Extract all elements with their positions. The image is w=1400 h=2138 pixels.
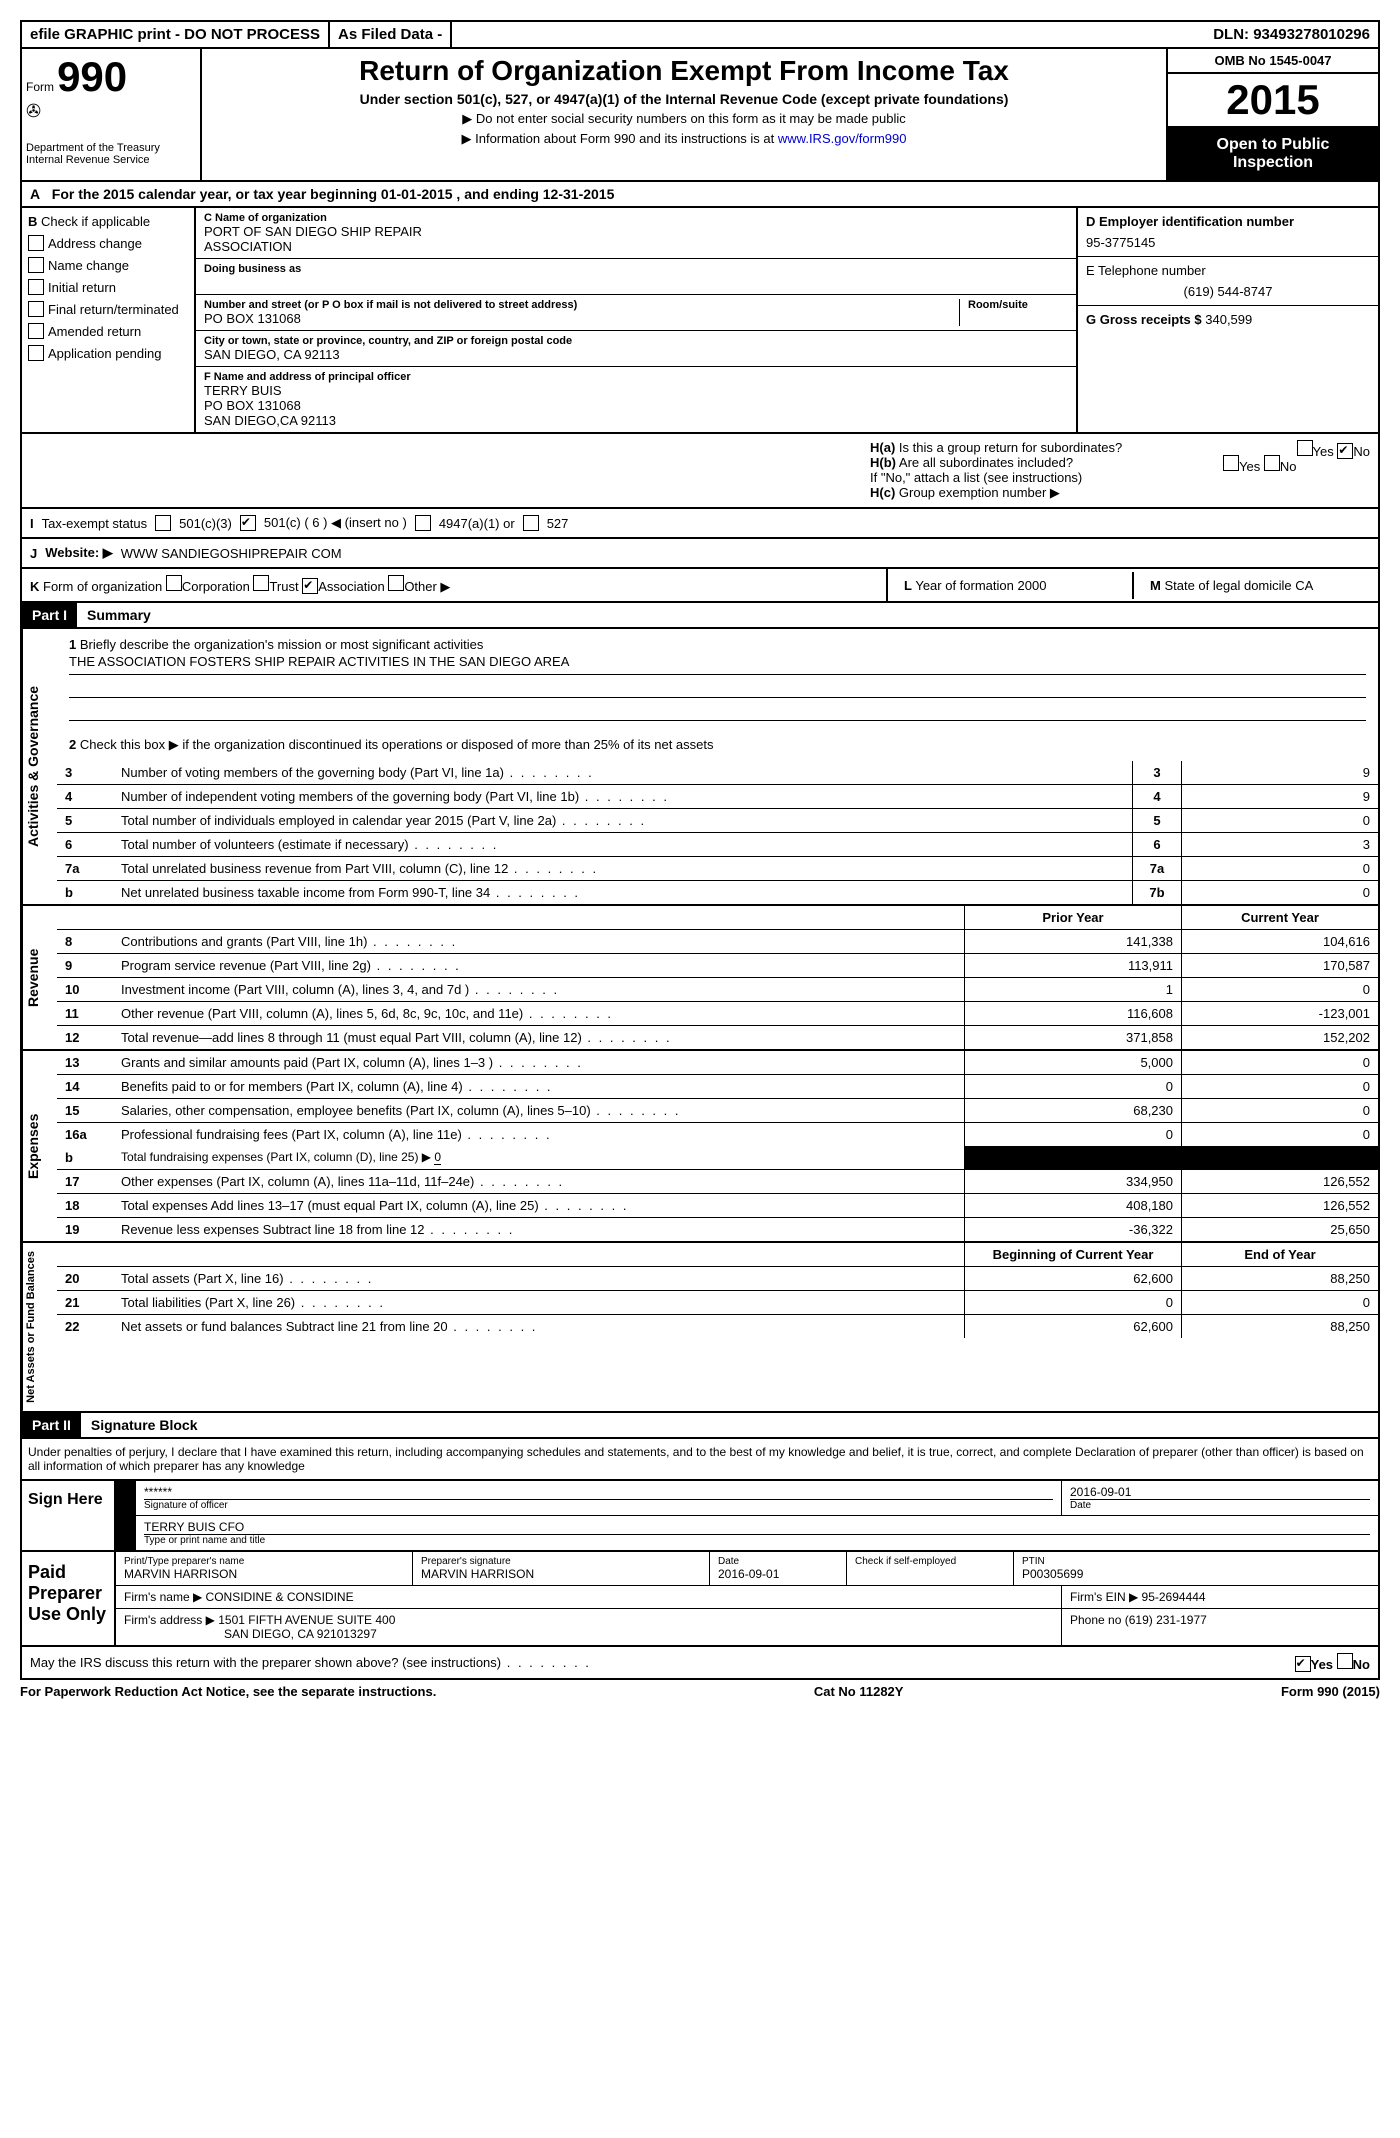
column-b-checkboxes: B Check if applicable Address change Nam…	[22, 208, 196, 432]
form-header: Form 990 ✇ Department of the Treasury In…	[20, 49, 1380, 182]
header-center: Return of Organization Exempt From Incom…	[202, 49, 1168, 180]
chk-trust[interactable]	[253, 575, 269, 591]
header-right: OMB No 1545-0047 2015 Open to Public Ins…	[1168, 49, 1378, 180]
efile-notice: efile GRAPHIC print - DO NOT PROCESS	[22, 22, 330, 47]
chk-501c3[interactable]	[155, 515, 171, 531]
summary-line: 22Net assets or fund balances Subtract l…	[57, 1315, 1378, 1338]
part-2-header: Part II Signature Block	[20, 1413, 1380, 1439]
sign-here-block: Sign Here ****** Signature of officer 20…	[20, 1481, 1380, 1552]
header-left: Form 990 ✇ Department of the Treasury In…	[22, 49, 202, 180]
section-a-tax-year: A For the 2015 calendar year, or tax yea…	[20, 182, 1380, 208]
chk-discuss-yes[interactable]	[1295, 1656, 1311, 1672]
summary-line: 13Grants and similar amounts paid (Part …	[57, 1051, 1378, 1075]
summary-line: 4Number of independent voting members of…	[57, 785, 1378, 809]
summary-line: 14Benefits paid to or for members (Part …	[57, 1075, 1378, 1099]
signature-arrow-icon	[116, 1516, 136, 1550]
entity-info-grid: B Check if applicable Address change Nam…	[20, 208, 1380, 434]
summary-line: 19Revenue less expenses Subtract line 18…	[57, 1218, 1378, 1241]
dln: DLN: 93493278010296	[1205, 22, 1378, 47]
summary-line: 11Other revenue (Part VIII, column (A), …	[57, 1002, 1378, 1026]
perjury-statement: Under penalties of perjury, I declare th…	[20, 1439, 1380, 1481]
summary-line: 6Total number of volunteers (estimate if…	[57, 833, 1378, 857]
expenses-section: Expenses 13Grants and similar amounts pa…	[20, 1051, 1380, 1243]
chk-501c[interactable]	[240, 515, 256, 531]
form-of-org-row: K Form of organization Corporation Trust…	[20, 569, 1380, 603]
chk-association[interactable]	[302, 578, 318, 594]
chk-name-change[interactable]: Name change	[28, 257, 188, 273]
chk-4947[interactable]	[415, 515, 431, 531]
chk-application-pending[interactable]: Application pending	[28, 345, 188, 361]
as-filed: As Filed Data -	[330, 22, 452, 47]
summary-line: 15Salaries, other compensation, employee…	[57, 1099, 1378, 1123]
part-1-header: Part I Summary	[20, 603, 1380, 629]
chk-amended-return[interactable]: Amended return	[28, 323, 188, 339]
revenue-section: Revenue Prior Year Current Year 8Contrib…	[20, 906, 1380, 1051]
chk-final-return[interactable]: Final return/terminated	[28, 301, 188, 317]
discuss-row: May the IRS discuss this return with the…	[20, 1647, 1380, 1680]
net-assets-section: Net Assets or Fund Balances Beginning of…	[20, 1243, 1380, 1413]
summary-line: 3Number of voting members of the governi…	[57, 761, 1378, 785]
tax-exempt-status-row: I Tax-exempt status 501(c)(3) 501(c) ( 6…	[20, 509, 1380, 539]
governance-section: Activities & Governance 1 Briefly descri…	[20, 629, 1380, 906]
chk-hb-yes[interactable]	[1223, 455, 1239, 471]
chk-address-change[interactable]: Address change	[28, 235, 188, 251]
summary-line: 20Total assets (Part X, line 16)62,60088…	[57, 1267, 1378, 1291]
summary-line: 8Contributions and grants (Part VIII, li…	[57, 930, 1378, 954]
summary-line: 21Total liabilities (Part X, line 26)00	[57, 1291, 1378, 1315]
summary-line: 12Total revenue—add lines 8 through 11 (…	[57, 1026, 1378, 1049]
chk-ha-no[interactable]	[1337, 443, 1353, 459]
summary-line: 10Investment income (Part VIII, column (…	[57, 978, 1378, 1002]
summary-line: 18Total expenses Add lines 13–17 (must e…	[57, 1194, 1378, 1218]
chk-corporation[interactable]	[166, 575, 182, 591]
column-c-org-info: C Name of organization PORT OF SAN DIEGO…	[196, 208, 1078, 432]
summary-line: 17Other expenses (Part IX, column (A), l…	[57, 1170, 1378, 1194]
summary-line: 9Program service revenue (Part VIII, lin…	[57, 954, 1378, 978]
irs-link[interactable]: www.IRS.gov/form990	[778, 131, 907, 146]
form-990-page: efile GRAPHIC print - DO NOT PROCESS As …	[20, 20, 1380, 1703]
paid-preparer-block: Paid Preparer Use Only Print/Type prepar…	[20, 1552, 1380, 1647]
website-row: J Website: ▶ WWW SANDIEGOSHIPREPAIR COM	[20, 539, 1380, 569]
summary-line: 16aProfessional fundraising fees (Part I…	[57, 1123, 1378, 1146]
summary-line: bNet unrelated business taxable income f…	[57, 881, 1378, 904]
summary-line: 5Total number of individuals employed in…	[57, 809, 1378, 833]
top-bar: efile GRAPHIC print - DO NOT PROCESS As …	[20, 20, 1380, 49]
chk-527[interactable]	[523, 515, 539, 531]
chk-discuss-no[interactable]	[1337, 1653, 1353, 1669]
summary-line: 7aTotal unrelated business revenue from …	[57, 857, 1378, 881]
page-footer: For Paperwork Reduction Act Notice, see …	[20, 1680, 1380, 1703]
chk-initial-return[interactable]: Initial return	[28, 279, 188, 295]
chk-other[interactable]	[388, 575, 404, 591]
chk-ha-yes[interactable]	[1297, 440, 1313, 456]
chk-hb-no[interactable]	[1264, 455, 1280, 471]
group-return-row: H(a) Is this a group return for subordin…	[20, 434, 1380, 509]
column-d-e-g-h: D Employer identification number 95-3775…	[1078, 208, 1378, 432]
signature-arrow-icon	[116, 1481, 136, 1515]
